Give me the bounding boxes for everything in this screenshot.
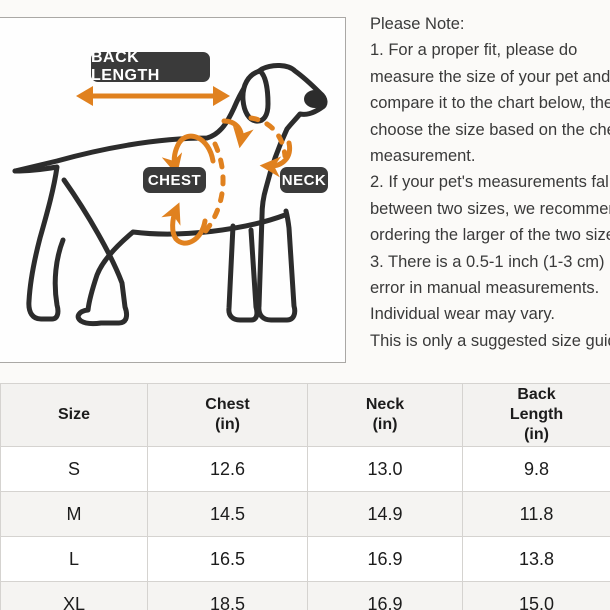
back-length-arrowheads xyxy=(76,86,230,106)
note-line: Individual wear may vary. xyxy=(370,305,555,324)
header-line: Back xyxy=(517,386,556,403)
note-line: This is only a suggested size guide. xyxy=(370,331,610,350)
note-line: between two sizes, we recommend xyxy=(370,199,610,218)
cell-size: M xyxy=(0,491,148,537)
neck-top-arrow xyxy=(221,118,254,149)
note-line: measure the size of your pet and xyxy=(370,67,610,86)
header-line: (in) xyxy=(524,426,549,443)
cell-back-length: 9.8 xyxy=(462,446,610,492)
cell-back-length: 15.0 xyxy=(462,581,610,610)
neck-girth-dashed-line xyxy=(248,115,288,159)
neck-label: NECK xyxy=(280,167,328,193)
header-line: (in) xyxy=(372,416,398,433)
note-line: measurement. xyxy=(370,147,476,166)
dog-measurement-diagram: BACK LENGTH CHEST NECK xyxy=(0,17,346,363)
cell-back-length: 13.8 xyxy=(462,536,610,582)
note-line: 2. If your pet's measurements fall xyxy=(370,173,610,192)
header-line: (in) xyxy=(215,416,240,433)
measurement-annotations xyxy=(87,93,293,246)
dog-outline xyxy=(12,63,328,327)
header-line: Length xyxy=(509,406,564,423)
note-line: choose the size based on the chest xyxy=(370,120,610,139)
cell-neck: 13.0 xyxy=(307,446,463,492)
note-line: 1. For a proper fit, please do xyxy=(370,41,578,60)
cell-chest: 18.5 xyxy=(147,581,308,610)
cell-size: S xyxy=(0,446,148,492)
cell-neck: 14.9 xyxy=(307,491,463,537)
back-length-label: BACK LENGTH xyxy=(91,49,210,84)
cell-chest: 12.6 xyxy=(147,446,308,492)
notes-title: Please Note: xyxy=(370,15,465,33)
cell-back-length: 11.8 xyxy=(462,491,610,537)
chest-label: CHEST xyxy=(143,167,206,193)
header-line: Chest xyxy=(205,396,250,413)
dog-illustration xyxy=(12,63,328,327)
neck-right-arrow xyxy=(259,140,293,178)
table-row-m: M 14.5 14.9 11.8 xyxy=(0,491,610,537)
chest-top-arrow xyxy=(161,133,216,176)
note-line: ordering the larger of the two sizes. xyxy=(370,226,610,245)
note-line: 3. There is a 0.5-1 inch (1-3 cm) xyxy=(370,252,605,271)
column-header-back-length: Back Length (in) xyxy=(462,383,610,447)
cell-chest: 16.5 xyxy=(147,536,308,582)
table-row-xl: XL 18.5 16.9 15.0 xyxy=(0,581,610,610)
cell-size: XL xyxy=(0,581,148,610)
size-table: Size Chest (in) Neck (in) Back Length (i… xyxy=(0,383,610,610)
notes-section: Please Note: 1. For a proper fit, please… xyxy=(370,11,610,354)
header-line: Neck xyxy=(365,396,405,413)
cell-chest: 14.5 xyxy=(147,491,308,537)
dog-nose xyxy=(304,90,326,108)
column-header-neck: Neck (in) xyxy=(307,383,463,447)
note-line: error in manual measurements. xyxy=(370,279,600,298)
note-line: compare it to the chart below, then xyxy=(370,94,610,113)
column-header-size: Size xyxy=(0,383,148,447)
chest-girth-dashed-line xyxy=(202,141,226,235)
table-row-l: L 16.5 16.9 13.8 xyxy=(0,536,610,582)
table-row-s: S 12.6 13.0 9.8 xyxy=(0,446,610,492)
cell-neck: 16.9 xyxy=(307,581,463,610)
column-header-chest: Chest (in) xyxy=(147,383,308,447)
chest-bottom-arrow xyxy=(161,202,208,246)
header-line: Size xyxy=(57,406,90,423)
cell-size: L xyxy=(0,536,148,582)
size-table-section: Size Chest (in) Neck (in) Back Length (i… xyxy=(0,383,610,610)
header-row: Size Chest (in) Neck (in) Back Length (i… xyxy=(0,383,610,447)
cell-neck: 16.9 xyxy=(307,536,463,582)
